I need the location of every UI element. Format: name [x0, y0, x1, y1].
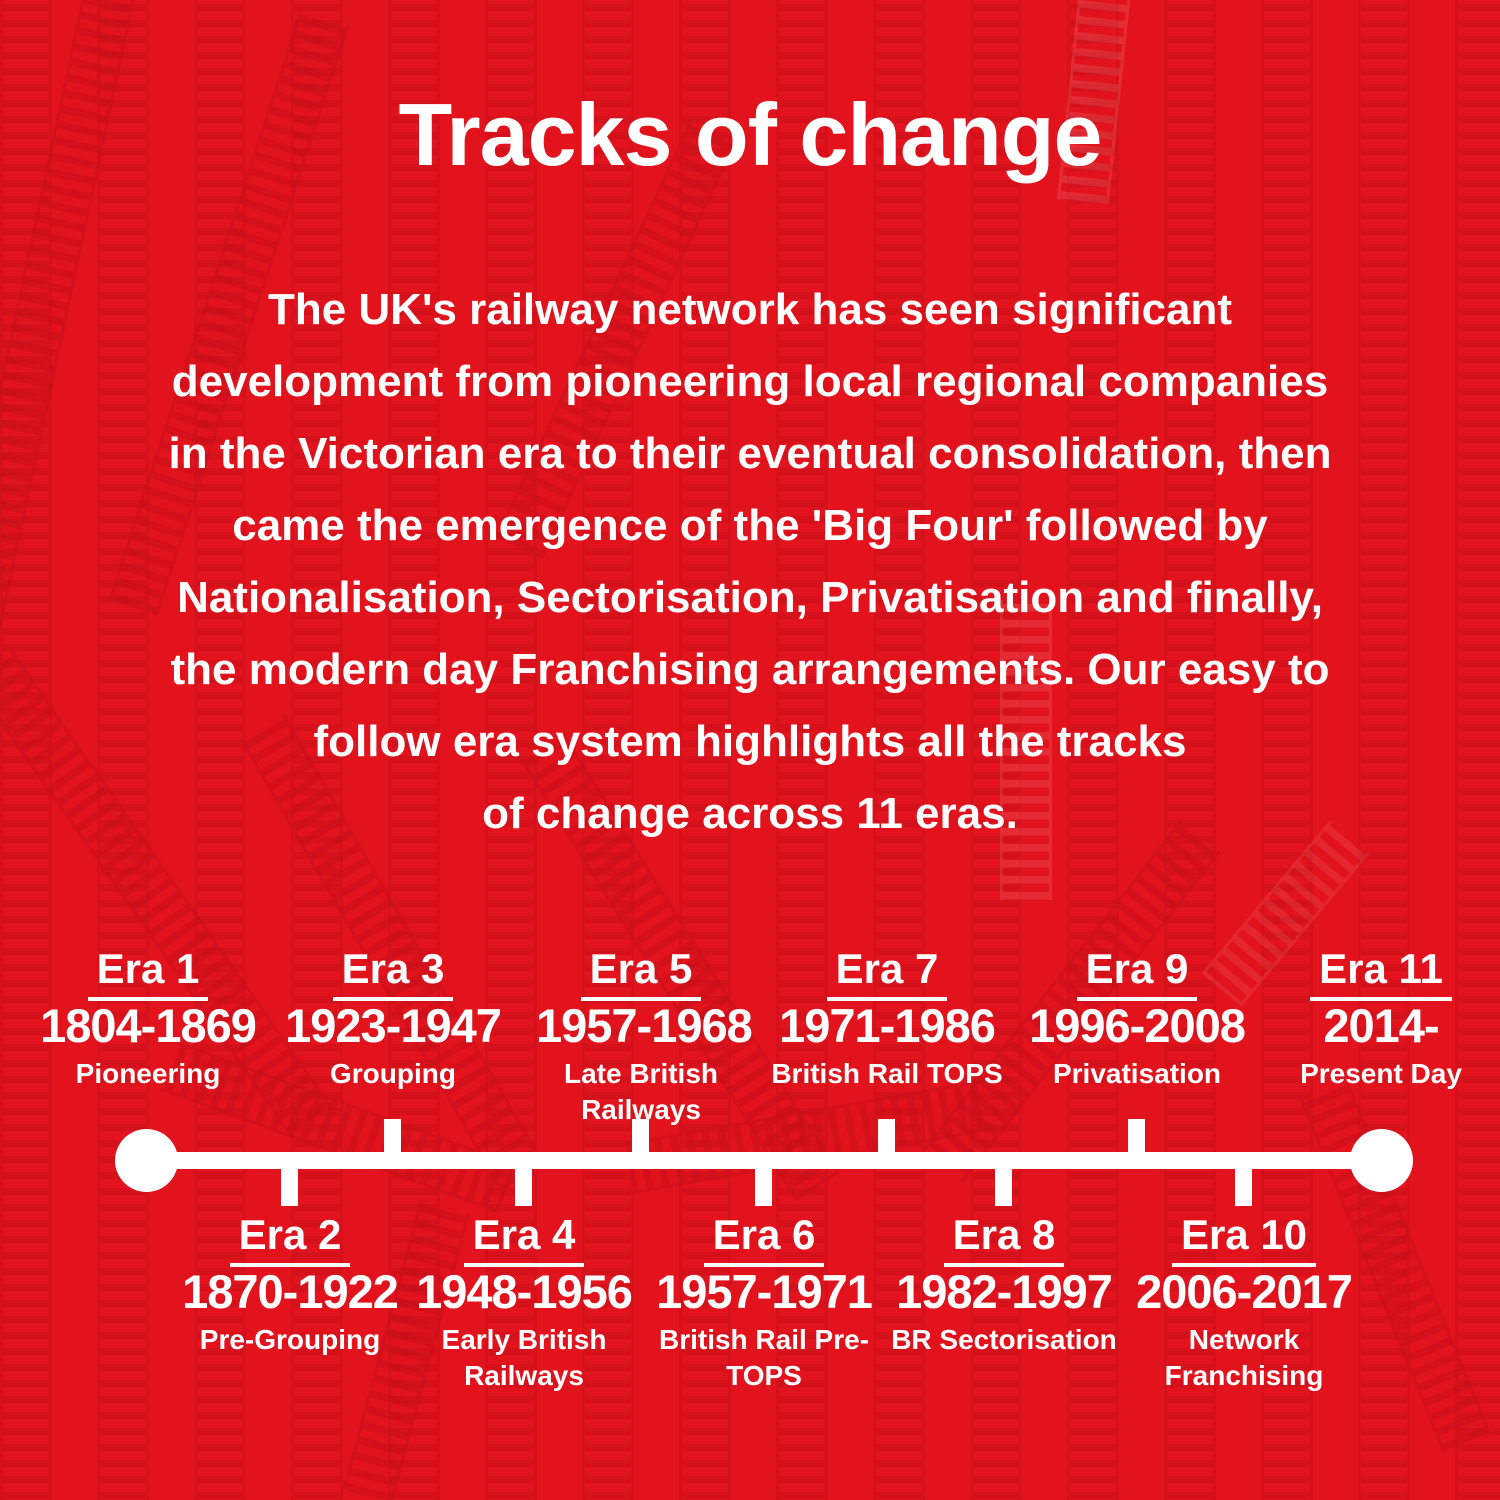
- era-block-5: Era 5 1957-1968 Late British Railways: [536, 945, 753, 1128]
- intro-paragraph: The UK's railway network has seen signif…: [0, 274, 1500, 850]
- intro-line: of change across 11 eras.: [482, 789, 1018, 838]
- era-years: 1923-1947: [285, 999, 502, 1052]
- intro-line: development from pioneering local region…: [171, 357, 1329, 406]
- era-subtitle: Network Franchising: [1164, 1324, 1324, 1391]
- era-label: Era 9: [1007, 945, 1267, 1001]
- timeline-tick-down-era8: [995, 1160, 1012, 1206]
- era-block-10: Era 10 2006-2017 Network Franchising: [1134, 1211, 1354, 1394]
- timeline-endpoint-left: [115, 1129, 178, 1192]
- era-subtitle: Pioneering: [75, 1058, 221, 1089]
- intro-line: The UK's railway network has seen signif…: [267, 285, 1233, 334]
- era-block-2: Era 2 1870-1922 Pre-Grouping: [160, 1211, 420, 1358]
- era-label: Era 3: [273, 945, 513, 1001]
- era-years: 1948-1956: [416, 1265, 633, 1318]
- era-subtitle: BR Sectorisation: [891, 1324, 1117, 1355]
- intro-line: in the Victorian era to their eventual c…: [168, 429, 1332, 478]
- intro-line: came the emergence of the 'Big Four' fol…: [232, 501, 1268, 550]
- era-label: Era 1: [28, 945, 268, 1001]
- timeline-tick-down-era10: [1235, 1160, 1252, 1206]
- era-subtitle: British Rail Pre-TOPS: [658, 1324, 870, 1391]
- era-label: Era 5: [536, 945, 746, 1001]
- timeline-tick-up-era3: [384, 1119, 401, 1161]
- era-label: Era 8: [854, 1211, 1154, 1267]
- era-block-3: Era 3 1923-1947 Grouping: [273, 945, 513, 1092]
- timeline-tick-up-era7: [878, 1119, 895, 1161]
- timeline-tick-up-era9: [1128, 1119, 1145, 1161]
- era-years: 1870-1922: [182, 1265, 399, 1318]
- era-label: Era 4: [414, 1211, 634, 1267]
- era-years: 1804-1869: [40, 999, 257, 1052]
- era-years: 2014-: [1323, 999, 1439, 1052]
- era-block-11: Era 11 2014- Present Day: [1266, 945, 1496, 1092]
- timeline-tick-down-era2: [281, 1160, 298, 1206]
- era-block-1: Era 1 1804-1869 Pioneering: [28, 945, 268, 1092]
- era-subtitle: Late British Railways: [563, 1058, 719, 1125]
- era-label: Era 7: [727, 945, 1047, 1001]
- era-years: 1996-2008: [1029, 999, 1246, 1052]
- era-block-9: Era 9 1996-2008 Privatisation: [1007, 945, 1267, 1092]
- era-label: Era 10: [1134, 1211, 1354, 1267]
- era-block-8: Era 8 1982-1997 BR Sectorisation: [854, 1211, 1154, 1358]
- intro-line: follow era system highlights all the tra…: [313, 717, 1187, 766]
- era-block-6: Era 6 1957-1971 British Rail Pre-TOPS: [654, 1211, 874, 1394]
- page-title: Tracks of change: [398, 85, 1103, 184]
- era-subtitle: Pre-Grouping: [199, 1324, 381, 1355]
- intro-line: the modern day Franchising arrangements.…: [170, 645, 1330, 694]
- era-label: Era 2: [160, 1211, 420, 1267]
- era-label: Era 11: [1266, 945, 1496, 1001]
- era-subtitle: British Rail TOPS: [771, 1058, 1003, 1089]
- era-label: Era 6: [654, 1211, 874, 1267]
- timeline-tick-down-era4: [515, 1160, 532, 1206]
- era-block-7: Era 7 1971-1986 British Rail TOPS: [727, 945, 1047, 1092]
- era-subtitle: Early British Railways: [441, 1324, 607, 1391]
- era-subtitle: Grouping: [330, 1058, 456, 1089]
- intro-line: Nationalisation, Sectorisation, Privatis…: [177, 573, 1323, 622]
- era-subtitle: Present Day: [1300, 1058, 1462, 1089]
- era-years: 1957-1968: [536, 999, 753, 1052]
- era-years: 1971-1986: [779, 999, 996, 1052]
- timeline-tick-up-era5: [632, 1119, 649, 1161]
- era-years: 1982-1997: [896, 1265, 1113, 1318]
- era-block-4: Era 4 1948-1956 Early British Railways: [414, 1211, 634, 1394]
- era-years: 2006-2017: [1136, 1265, 1353, 1318]
- era-years: 1957-1971: [656, 1265, 873, 1318]
- timeline-endpoint-right: [1350, 1129, 1413, 1192]
- timeline-tick-down-era6: [755, 1160, 772, 1206]
- era-subtitle: Privatisation: [1052, 1058, 1222, 1089]
